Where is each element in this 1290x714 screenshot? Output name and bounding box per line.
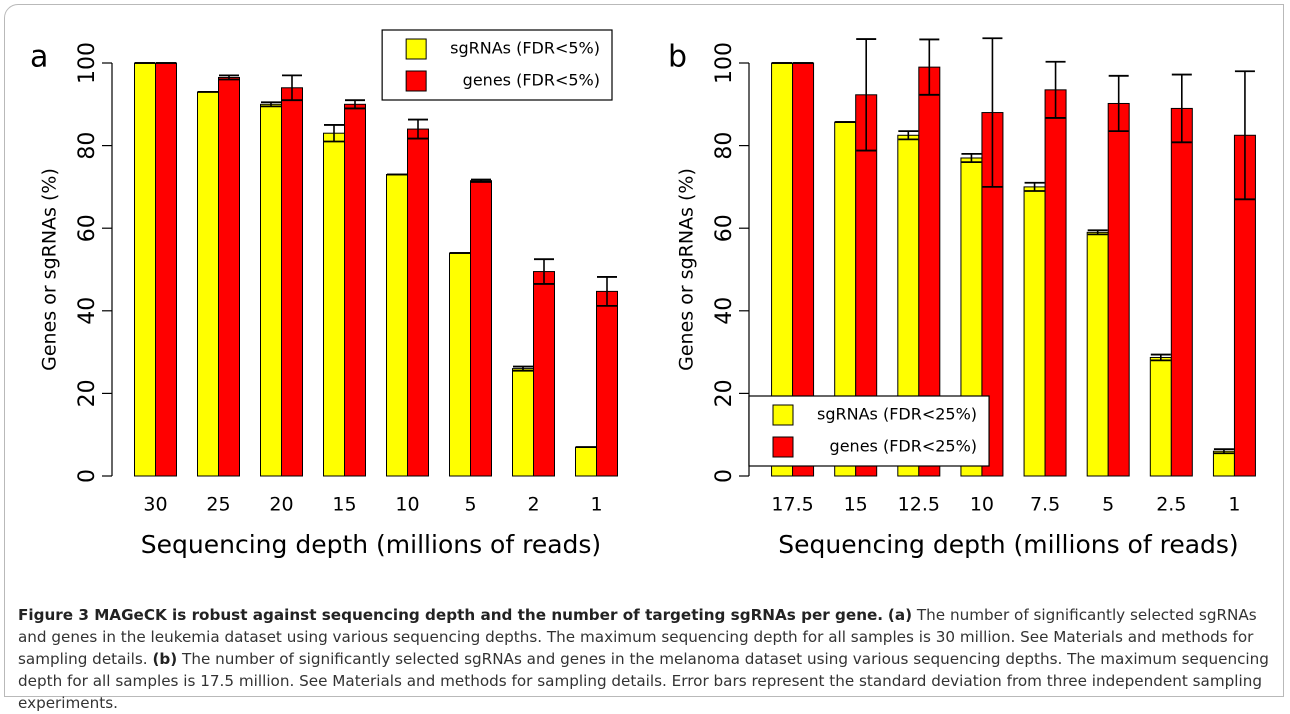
- x-tick-label: 25: [206, 494, 230, 516]
- x-tick-label: 15: [332, 494, 356, 516]
- y-tick-label: 60: [712, 214, 737, 242]
- error-bar: [471, 178, 491, 183]
- error-bar: [856, 38, 877, 152]
- y-tick-label: 80: [75, 132, 100, 160]
- x-tick-label: 5: [464, 494, 476, 516]
- bar: [1149, 356, 1172, 477]
- y-tick-label: 0: [75, 469, 100, 483]
- x-tick-label: 30: [143, 494, 167, 516]
- error-bar: [961, 152, 982, 164]
- bar: [1023, 186, 1046, 477]
- panel-label: b: [668, 40, 687, 75]
- error-bar: [324, 124, 344, 143]
- error-bar: [1150, 353, 1171, 362]
- bar: [533, 271, 555, 477]
- error-bar: [1024, 181, 1045, 192]
- x-tick-label: 5: [1102, 494, 1114, 516]
- figure-frame: [4, 4, 1284, 697]
- bar: [260, 103, 282, 477]
- legend-label: sgRNAs (FDR<25%): [817, 405, 977, 424]
- error-bar: [898, 130, 919, 141]
- error-bar: [919, 38, 940, 96]
- caption-label: (a): [887, 606, 913, 624]
- x-tick-label: 1: [590, 494, 602, 516]
- bar: [470, 180, 492, 477]
- x-tick-label: 2.5: [1156, 494, 1186, 516]
- panel-label: a: [30, 40, 48, 75]
- y-tick-label: 40: [712, 297, 737, 325]
- error-bar: [1213, 448, 1234, 455]
- bar: [386, 174, 408, 477]
- bar: [449, 252, 471, 477]
- bar: [1170, 107, 1193, 477]
- y-tick-label: 20: [712, 379, 737, 407]
- y-axis-label: Genes or sgRNAs (%): [39, 168, 61, 371]
- error-bar: [345, 99, 365, 110]
- bar: [155, 62, 177, 477]
- legend-label: genes (FDR<5%): [463, 71, 600, 90]
- y-tick-label: 0: [712, 469, 737, 483]
- legend-swatch: [772, 404, 794, 426]
- bar: [1212, 450, 1235, 477]
- bar: [344, 103, 366, 477]
- y-axis-label: Genes or sgRNAs (%): [676, 168, 698, 371]
- bar: [323, 132, 345, 477]
- error-bar: [1171, 73, 1192, 144]
- x-axis-label: Sequencing depth (millions of reads): [141, 530, 601, 559]
- error-bar: [982, 37, 1003, 188]
- legend-swatch: [405, 38, 427, 60]
- x-tick-label: 10: [970, 494, 994, 516]
- caption-label: (b): [152, 650, 178, 668]
- x-axis-label: Sequencing depth (millions of reads): [778, 530, 1238, 559]
- x-tick-label: 12.5: [898, 494, 940, 516]
- bar: [281, 87, 303, 477]
- caption: Figure 3 MAGeCK is robust against sequen…: [18, 604, 1276, 714]
- legend-label: sgRNAs (FDR<5%): [450, 39, 600, 58]
- y-tick-label: 20: [75, 379, 100, 407]
- y-tick-label: 80: [712, 132, 737, 160]
- bar: [218, 76, 240, 477]
- error-bar: [408, 118, 428, 140]
- legend-swatch: [772, 436, 794, 458]
- error-bar: [1045, 60, 1066, 119]
- error-bar: [261, 101, 281, 108]
- bar: [197, 91, 219, 477]
- bar: [1044, 89, 1067, 477]
- x-tick-label: 2: [527, 494, 539, 516]
- caption-text: The number of significantly selected sgR…: [18, 606, 1257, 668]
- error-bar: [219, 74, 239, 81]
- y-tick-label: 100: [712, 42, 737, 84]
- x-tick-label: 10: [395, 494, 419, 516]
- error-bar: [1087, 229, 1108, 236]
- y-tick-label: 40: [75, 297, 100, 325]
- x-tick-label: 1: [1228, 494, 1240, 516]
- legend: sgRNAs (FDR<25%) genes (FDR<25%): [748, 395, 990, 467]
- x-tick-label: 15: [844, 494, 868, 516]
- bar: [1107, 102, 1130, 477]
- y-tick-label: 60: [75, 214, 100, 242]
- x-tick-label: 7.5: [1030, 494, 1060, 516]
- bar: [407, 128, 429, 477]
- bar: [575, 446, 597, 477]
- bar: [134, 62, 156, 477]
- x-tick-label: 20: [269, 494, 293, 516]
- error-bar: [534, 258, 554, 285]
- caption-title: Figure 3 MAGeCK is robust against sequen…: [18, 606, 884, 624]
- bar: [596, 290, 618, 477]
- bar: [1086, 231, 1109, 477]
- error-bar: [1234, 70, 1255, 201]
- legend-label: genes (FDR<25%): [830, 437, 978, 456]
- y-tick-label: 100: [75, 42, 100, 84]
- error-bar: [513, 365, 533, 372]
- error-bar: [597, 276, 617, 307]
- x-tick-label: 17.5: [771, 494, 813, 516]
- legend-swatch: [405, 70, 427, 92]
- error-bar: [1108, 74, 1129, 133]
- legend: sgRNAs (FDR<5%) genes (FDR<5%): [381, 29, 613, 101]
- bar: [512, 368, 534, 477]
- error-bar: [282, 74, 302, 102]
